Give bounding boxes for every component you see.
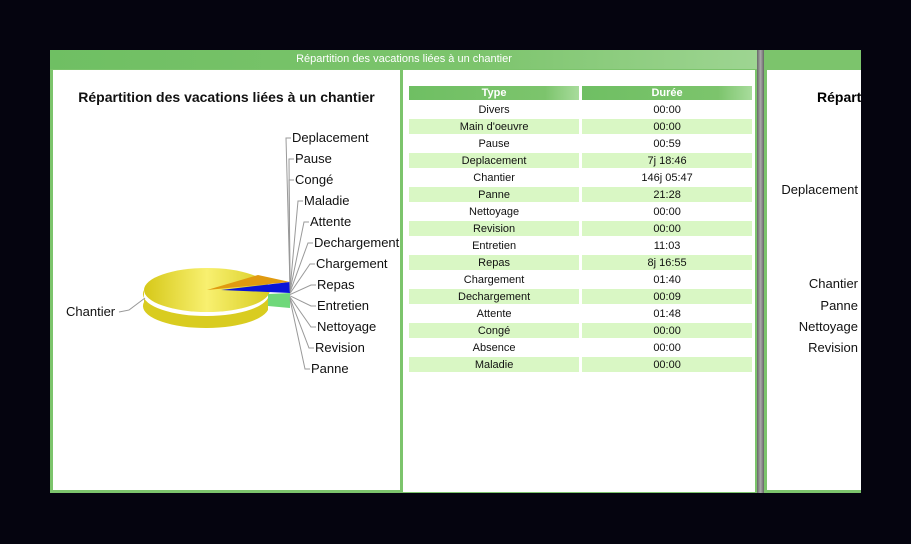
duration-table-container: Type Durée Divers 00:00 Main d'oeuvre 00:00 P… (403, 70, 755, 492)
second-chart-panel: Réparti Deplacement Chantier Panne Nettoyag… (764, 50, 861, 493)
slice-panne (268, 293, 290, 308)
cell-type: Repas (409, 255, 580, 270)
pie-label-congé: Congé (295, 172, 334, 187)
column-header-duree[interactable]: Durée (582, 86, 752, 100)
cell-type: Divers (478, 103, 510, 116)
cell-duree: 01:40 (653, 273, 681, 286)
table-row[interactable]: Absence 00:00 (409, 340, 752, 355)
pie-label-chargement: Chargement (316, 256, 388, 271)
pie2-label: Panne (820, 298, 858, 313)
slice-chantier-side (142, 290, 268, 329)
table-row[interactable]: Deplacement 7j 18:46 (409, 153, 752, 168)
cell-duree: 00:00 (582, 221, 752, 236)
leader-line (289, 298, 314, 349)
pie-label-maladie: Maladie (304, 193, 350, 208)
cell-type: Congé (409, 323, 580, 338)
chart-title-2: Réparti (817, 89, 861, 105)
cell-duree: 00:00 (653, 205, 681, 218)
cell-duree: 00:00 (582, 323, 752, 338)
pie2-label: Nettoyage (798, 319, 858, 334)
panel-scrollbar[interactable] (757, 50, 764, 493)
leader-line (289, 296, 316, 328)
table-row[interactable]: Pause 00:59 (409, 136, 752, 151)
cell-duree: 8j 16:55 (582, 255, 752, 270)
cell-duree: 00:09 (582, 289, 752, 304)
pie-label-revision: Revision (315, 340, 365, 355)
cell-type: Nettoyage (469, 205, 520, 218)
cell-duree: 00:00 (582, 119, 752, 134)
leader-line (289, 295, 316, 307)
cell-type: Maladie (409, 357, 580, 372)
table-row[interactable]: Chantier 146j 05:47 (409, 170, 752, 185)
leader-line (289, 221, 309, 292)
table-row[interactable]: Attente 01:48 (409, 306, 752, 321)
cell-type: Entretien (472, 239, 517, 252)
column-header-type[interactable]: Type (409, 86, 580, 100)
table-row[interactable]: Entretien 11:03 (409, 238, 752, 253)
pie-label-pause: Pause (295, 151, 332, 166)
pie-label-chantier: Chantier (66, 304, 116, 319)
pie-label-deplacement: Deplacement (292, 130, 369, 145)
duration-table: Type Durée Divers 00:00 Main d'oeuvre 00:00 P… (406, 84, 755, 374)
leader-line (289, 200, 303, 290)
table-row[interactable]: Revision 00:00 (409, 221, 752, 236)
pie2-label: Chantier (808, 276, 858, 291)
cell-duree: 01:48 (653, 307, 681, 320)
table-row[interactable]: Panne 21:28 (409, 187, 752, 202)
cell-type: Revision (409, 221, 580, 236)
panel-header: Répartition des vacations liées à un cha… (50, 50, 758, 69)
chart-panel: Répartition des vacations liées à un cha… (50, 50, 758, 493)
table-row[interactable]: Chargement 01:40 (409, 272, 752, 287)
leader-line (289, 284, 316, 296)
chart-title: Répartition des vacations liées à un cha… (78, 89, 375, 105)
table-row[interactable]: Dechargement 00:09 (409, 289, 752, 304)
pie-label-nettoyage: Nettoyage (317, 319, 377, 334)
cell-duree: 00:59 (653, 137, 681, 150)
cell-type: Chargement (463, 273, 525, 286)
pie-label-attente: Attente (310, 214, 352, 229)
pie-chart: Répartition des vacations liées à un cha… (53, 70, 400, 490)
pie2-label: Deplacement (781, 182, 858, 197)
pie-label-entretien: Entretien (317, 298, 370, 313)
table-row[interactable]: Main d'oeuvre 00:00 (409, 119, 752, 134)
pie-label-panne: Panne (311, 361, 349, 376)
table-row[interactable]: Nettoyage 00:00 (409, 204, 752, 219)
leader-line (289, 299, 310, 370)
cell-type: Main d'oeuvre (409, 119, 580, 134)
cell-duree: 00:00 (653, 103, 681, 116)
pie2-label: Revision (808, 340, 858, 355)
leader-line (289, 242, 313, 293)
pie-label-repas: Repas (317, 277, 355, 292)
cell-type: Panne (409, 187, 580, 202)
table-row[interactable]: Congé 00:00 (409, 323, 752, 338)
cell-type: Dechargement (409, 289, 580, 304)
cell-duree: 00:00 (653, 341, 681, 354)
table-row[interactable]: Divers 00:00 (409, 102, 752, 117)
cell-type: Absence (472, 341, 516, 354)
leader-line (118, 297, 146, 313)
cell-type: Pause (478, 137, 510, 150)
leader-line (289, 263, 315, 294)
leader-line (288, 179, 294, 289)
cell-duree: 7j 18:46 (582, 153, 752, 168)
cell-duree: 11:03 (653, 239, 681, 252)
leader-line (285, 137, 291, 287)
pie-label-dechargement: Dechargement (314, 235, 400, 250)
cell-duree: 00:00 (582, 357, 752, 372)
cell-type: Chantier (473, 171, 515, 184)
table-row[interactable]: Maladie 00:00 (409, 357, 752, 372)
cell-type: Attente (476, 307, 512, 320)
pie-svg (118, 137, 316, 370)
slice-deplacement (207, 275, 290, 290)
cell-duree: 146j 05:47 (641, 171, 693, 184)
table-row[interactable]: Repas 8j 16:55 (409, 255, 752, 270)
cell-duree: 21:28 (582, 187, 752, 202)
cell-type: Deplacement (409, 153, 580, 168)
slice-repas (221, 282, 290, 293)
